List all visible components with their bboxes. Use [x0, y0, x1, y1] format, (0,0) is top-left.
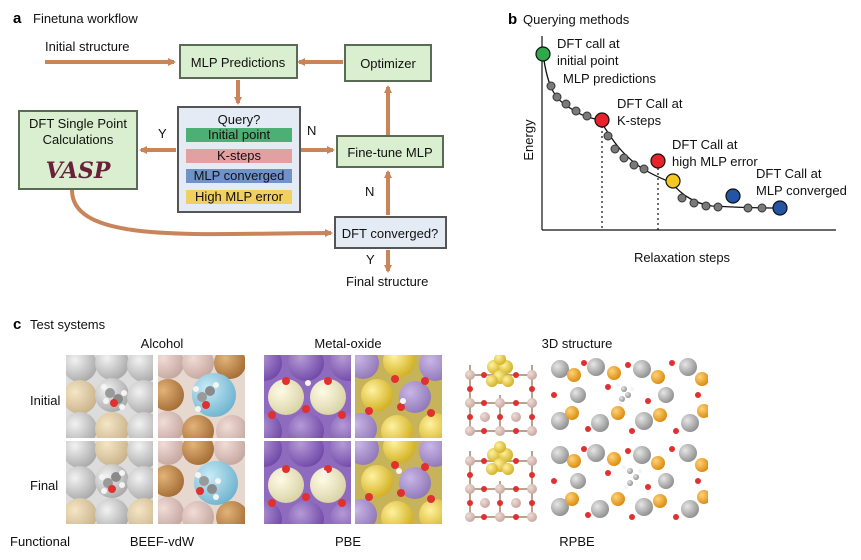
annot-high-error-line1: DFT Call at [672, 137, 738, 152]
annot-ksteps-line2: K-steps [617, 113, 662, 128]
panel-b-title: Querying methods [523, 12, 630, 27]
alcohol-slab-2-final [158, 441, 245, 524]
query-label: Query? [218, 112, 261, 127]
dft-high-error-marker [665, 173, 681, 189]
mlp-predictions-label: MLP Predictions [191, 55, 286, 70]
annot-converged-line2: MLP converged [756, 183, 847, 198]
query-option-initial: Initial point [208, 127, 271, 142]
fine-tune-label: Fine-tune MLP [347, 145, 432, 160]
branch-y-down: Y [366, 252, 375, 267]
row-final: Final [30, 478, 58, 493]
annot-initial-line1: DFT call at [557, 36, 620, 51]
query-option-mlp-converged: MLP converged [194, 168, 285, 183]
alcohol-slab-1-final [66, 441, 153, 524]
alcohol-slab-2-initial [158, 355, 245, 438]
group-3d-structure: 3D structure [542, 336, 613, 351]
dft-initial-point-marker [535, 46, 551, 62]
query-box: Query? Initial point K-steps MLP converg… [177, 106, 301, 213]
energy-axis-label: Energy [521, 119, 536, 161]
dft-single-point-label-line1: DFT Single Point [29, 116, 127, 131]
initial-structure-label: Initial structure [45, 39, 130, 54]
query-option-mlp-converged-bg [186, 169, 292, 183]
steps-axis-label: Relaxation steps [634, 250, 731, 265]
functional-metal-oxide: PBE [335, 534, 361, 549]
annot-ksteps-line1: DFT Call at [617, 96, 683, 111]
optimizer-box: Optimizer [344, 44, 432, 82]
branch-n-right: N [307, 123, 316, 138]
annot-initial-line2: initial point [557, 53, 619, 68]
panel-c-letter: c [13, 316, 21, 333]
query-option-initial-bg [186, 128, 292, 142]
panel-c-title: Test systems [30, 317, 106, 332]
metal-oxide-slab-1-final [264, 441, 351, 524]
functional-3d-structure: RPBE [559, 534, 595, 549]
annot-high-error-line2: high MLP error [672, 154, 758, 169]
vasp-logo: VASP [46, 158, 112, 184]
query-option-high-error: High MLP error [195, 189, 284, 204]
panel-b-letter: b [508, 11, 517, 28]
framework-structure-2-initial [551, 358, 708, 434]
functional-label: Functional [10, 534, 70, 549]
final-structure-label: Final structure [346, 274, 428, 289]
workflow-arrows [45, 58, 392, 273]
metal-oxide-slab-1-initial [264, 355, 351, 438]
optimizer-label: Optimizer [360, 56, 416, 71]
framework-structure-1-initial [465, 355, 537, 436]
panel-a-letter: a [13, 10, 22, 27]
metal-oxide-slab-2-final [355, 441, 442, 524]
query-option-high-error-bg [186, 190, 292, 204]
alcohol-slab-1-initial [66, 355, 153, 438]
dft-converged-label: DFT converged? [342, 226, 439, 241]
branch-n-up: N [365, 184, 374, 199]
row-initial: Initial [30, 393, 60, 408]
branch-y-left: Y [158, 126, 167, 141]
dft-converged-box: DFT converged? [334, 216, 447, 249]
panel-c: c Test systems Alcohol Metal-oxide 3D st… [10, 316, 708, 549]
framework-structure-1-final [465, 441, 537, 522]
mlp-prediction-points [546, 81, 767, 213]
panel-a-title: Finetuna workflow [33, 11, 138, 26]
panel-b: b Querying methods Energy Relaxation ste… [508, 11, 847, 265]
metal-oxide-slab-2-initial [355, 355, 442, 438]
query-option-ksteps: K-steps [217, 148, 262, 163]
dft-mlp-converged-marker [725, 188, 741, 204]
dft-ksteps-marker [594, 112, 610, 128]
mlp-predictions-box: MLP Predictions [179, 44, 298, 79]
annot-converged-line1: DFT Call at [756, 166, 822, 181]
annot-mlp-predictions: MLP predictions [563, 71, 656, 86]
group-metal-oxide: Metal-oxide [314, 336, 381, 351]
panel-a: a Finetuna workflow Initial structure ML… [13, 10, 447, 289]
dft-ksteps-marker-2 [650, 153, 666, 169]
dft-mlp-converged-marker-2 [772, 200, 788, 216]
dft-single-point-box: DFT Single Point Calculations VASP [18, 110, 138, 190]
fine-tune-box: Fine-tune MLP [336, 135, 444, 168]
group-alcohol: Alcohol [141, 336, 184, 351]
framework-structure-2-final [551, 444, 708, 520]
query-option-ksteps-bg [186, 149, 292, 163]
functional-alcohol: BEEF-vdW [130, 534, 195, 549]
dft-single-point-label-line2: Calculations [43, 132, 114, 147]
